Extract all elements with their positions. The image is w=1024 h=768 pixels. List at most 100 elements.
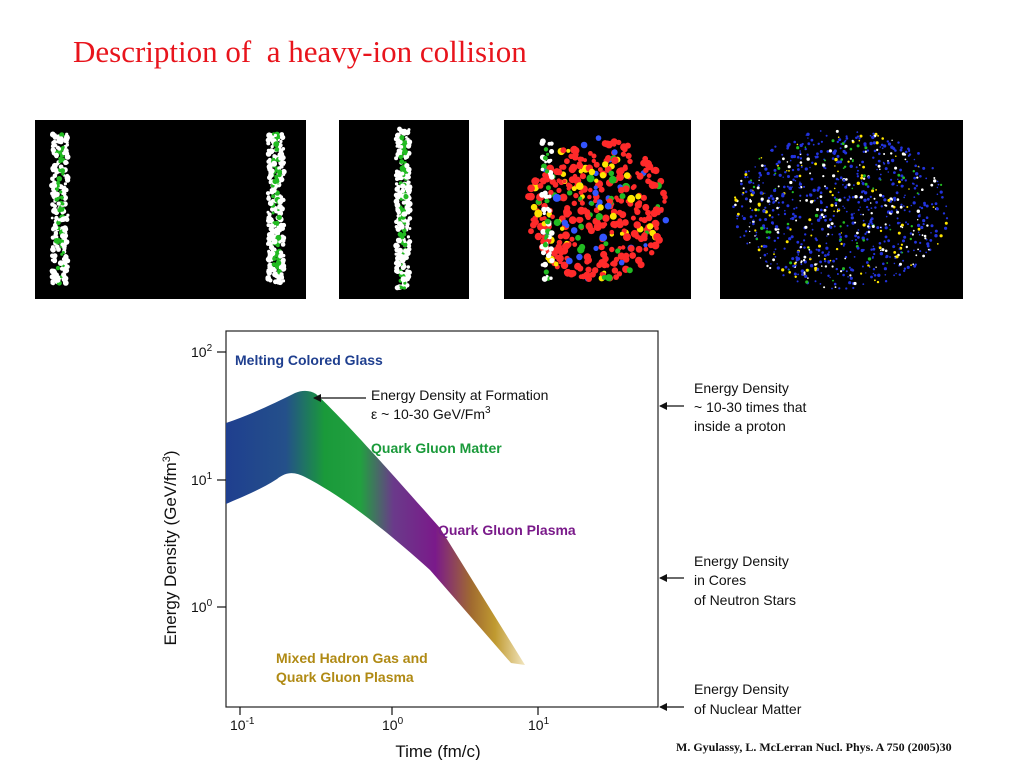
- particle: [617, 218, 623, 224]
- particle: [749, 207, 752, 209]
- formation-label: Energy Density at Formation: [371, 387, 548, 403]
- particle: [845, 178, 848, 181]
- particle: [574, 262, 582, 270]
- particle: [560, 147, 567, 154]
- particle: [281, 168, 287, 175]
- particle: [791, 216, 795, 221]
- particle: [849, 157, 852, 160]
- particle: [935, 207, 939, 211]
- particle: [744, 170, 748, 174]
- particle: [549, 276, 553, 280]
- particle: [827, 260, 831, 264]
- particle: [530, 203, 538, 211]
- particle: [930, 232, 932, 234]
- particle: [55, 162, 60, 166]
- particle: [579, 200, 585, 206]
- particle: [822, 163, 826, 167]
- particle: [403, 156, 407, 160]
- particle: [770, 263, 772, 265]
- particle: [50, 147, 56, 153]
- particle: [856, 231, 859, 235]
- particle: [883, 162, 886, 165]
- particle: [847, 160, 850, 163]
- particle: [402, 242, 408, 248]
- particle: [556, 254, 564, 263]
- particle: [798, 182, 802, 186]
- particle: [841, 142, 845, 146]
- particle: [875, 163, 878, 166]
- particle: [585, 214, 591, 220]
- particle: [843, 207, 846, 209]
- particle: [804, 274, 808, 278]
- particle: [267, 254, 273, 260]
- particle: [798, 186, 800, 189]
- particle: [564, 158, 570, 165]
- y-tick-label: 100: [191, 598, 213, 615]
- particle: [279, 206, 285, 212]
- particle: [869, 141, 873, 146]
- particle: [611, 149, 618, 156]
- x-axis-ticks: 10-1 100 101: [230, 707, 550, 733]
- particle: [266, 141, 271, 146]
- particle: [547, 194, 552, 199]
- particle: [543, 209, 547, 213]
- particle: [271, 238, 278, 245]
- region-quark-gluon-matter: Quark Gluon Matter: [371, 440, 502, 456]
- particle: [823, 286, 826, 289]
- particle: [847, 276, 849, 278]
- particle: [589, 201, 595, 206]
- particle: [628, 245, 635, 252]
- particle: [908, 188, 910, 190]
- particle: [831, 265, 834, 268]
- particle: [786, 226, 790, 230]
- particle: [604, 202, 612, 210]
- particle: [895, 272, 897, 275]
- particle: [811, 228, 814, 231]
- particle: [575, 234, 581, 241]
- particle: [791, 186, 793, 188]
- particle: [595, 213, 603, 221]
- particle: [864, 232, 867, 235]
- particle: [898, 273, 901, 276]
- particle: [749, 230, 751, 233]
- particle: [744, 197, 748, 201]
- particle: [752, 185, 756, 189]
- particle: [276, 263, 280, 267]
- particle: [766, 253, 768, 255]
- particle: [51, 227, 56, 232]
- particle: [831, 287, 833, 290]
- particle: [887, 161, 890, 165]
- particle: [615, 248, 621, 254]
- particle: [772, 258, 775, 262]
- particle: [881, 248, 885, 252]
- particle: [917, 152, 920, 155]
- particle: [744, 230, 748, 233]
- particle: [856, 242, 858, 245]
- particle: [878, 242, 882, 245]
- particle: [50, 176, 55, 182]
- particle: [406, 265, 410, 269]
- particle: [826, 235, 828, 237]
- particle: [281, 239, 286, 243]
- particle: [824, 254, 827, 257]
- particle: [849, 251, 852, 253]
- particle: [542, 261, 548, 268]
- particle: [59, 195, 64, 200]
- particle: [856, 172, 859, 175]
- particle: [895, 155, 897, 157]
- particle: [856, 246, 860, 250]
- particle: [758, 176, 761, 179]
- particle: [825, 205, 828, 209]
- particle: [842, 184, 844, 186]
- particle: [643, 246, 649, 252]
- particle: [788, 170, 790, 172]
- particle: [865, 231, 868, 234]
- particle: [662, 194, 668, 200]
- particle: [842, 221, 846, 224]
- particle: [923, 234, 927, 238]
- particle: [917, 231, 920, 233]
- particle: [809, 257, 812, 261]
- particle: [619, 193, 626, 200]
- particle: [395, 140, 401, 146]
- particle: [870, 248, 873, 251]
